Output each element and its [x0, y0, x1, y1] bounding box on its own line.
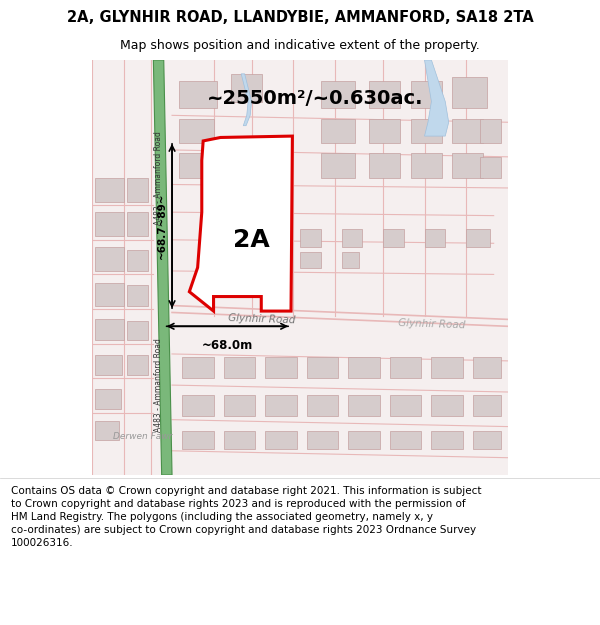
Bar	[480, 157, 500, 177]
Bar	[410, 153, 442, 178]
Bar	[390, 431, 421, 449]
Bar	[95, 389, 121, 409]
Bar	[300, 253, 321, 268]
Text: A483 - Ammanford Road: A483 - Ammanford Road	[154, 131, 163, 224]
Bar	[452, 78, 487, 108]
Bar	[224, 396, 255, 416]
Bar	[431, 357, 463, 378]
Bar	[341, 229, 362, 247]
Bar	[95, 319, 124, 340]
Bar	[231, 74, 262, 101]
Bar	[182, 396, 214, 416]
Bar	[224, 357, 255, 378]
Bar	[179, 119, 214, 143]
Bar	[179, 81, 217, 108]
Bar	[369, 119, 400, 143]
Text: ~2550m²/~0.630ac.: ~2550m²/~0.630ac.	[206, 89, 423, 107]
Bar	[321, 153, 355, 178]
Polygon shape	[190, 136, 292, 311]
Bar	[95, 356, 122, 375]
Text: 2A: 2A	[233, 228, 270, 252]
Bar	[410, 81, 442, 108]
Polygon shape	[241, 74, 251, 126]
Polygon shape	[154, 60, 172, 475]
Bar	[425, 229, 445, 247]
Bar	[307, 431, 338, 449]
Text: Derwen Fawr: Derwen Fawr	[113, 432, 173, 441]
Bar	[349, 396, 380, 416]
Bar	[473, 357, 500, 378]
Bar	[390, 396, 421, 416]
Text: A483 - Ammanford Road: A483 - Ammanford Road	[154, 338, 163, 432]
Text: ~68.0m: ~68.0m	[202, 339, 253, 352]
Bar	[307, 396, 338, 416]
Bar	[321, 81, 355, 108]
Bar	[473, 396, 500, 416]
Bar	[300, 229, 321, 247]
Bar	[265, 396, 296, 416]
Bar	[182, 431, 214, 449]
Bar	[265, 357, 296, 378]
Bar	[349, 357, 380, 378]
Bar	[452, 153, 483, 178]
Bar	[182, 357, 214, 378]
Bar	[95, 421, 119, 441]
Text: Map shows position and indicative extent of the property.: Map shows position and indicative extent…	[120, 39, 480, 51]
Bar	[383, 229, 404, 247]
Bar	[127, 212, 148, 236]
Bar	[349, 431, 380, 449]
Bar	[95, 177, 124, 202]
Bar	[307, 357, 338, 378]
Text: 2A, GLYNHIR ROAD, LLANDYBIE, AMMANFORD, SA18 2TA: 2A, GLYNHIR ROAD, LLANDYBIE, AMMANFORD, …	[67, 11, 533, 26]
Bar	[480, 119, 500, 143]
Bar	[431, 396, 463, 416]
Bar	[431, 431, 463, 449]
Bar	[369, 153, 400, 178]
Text: ~68.7~89~: ~68.7~89~	[157, 192, 167, 259]
Bar	[179, 153, 214, 178]
Bar	[95, 212, 124, 236]
Text: Glynhir Road: Glynhir Road	[228, 313, 296, 326]
Bar	[341, 253, 359, 268]
Bar	[473, 431, 500, 449]
Bar	[466, 229, 490, 247]
Text: Contains OS data © Crown copyright and database right 2021. This information is : Contains OS data © Crown copyright and d…	[11, 486, 481, 548]
Bar	[95, 283, 124, 306]
Bar	[410, 119, 442, 143]
Text: Glynhir Road: Glynhir Road	[398, 318, 465, 331]
Bar	[265, 431, 296, 449]
Bar	[127, 177, 148, 202]
Bar	[127, 285, 148, 306]
Polygon shape	[425, 60, 449, 136]
Bar	[369, 81, 400, 108]
Bar	[224, 431, 255, 449]
Bar	[390, 357, 421, 378]
Bar	[452, 119, 483, 143]
Bar	[127, 321, 148, 340]
Bar	[321, 119, 355, 143]
Bar	[127, 356, 148, 375]
Bar	[127, 250, 148, 271]
Bar	[95, 247, 124, 271]
